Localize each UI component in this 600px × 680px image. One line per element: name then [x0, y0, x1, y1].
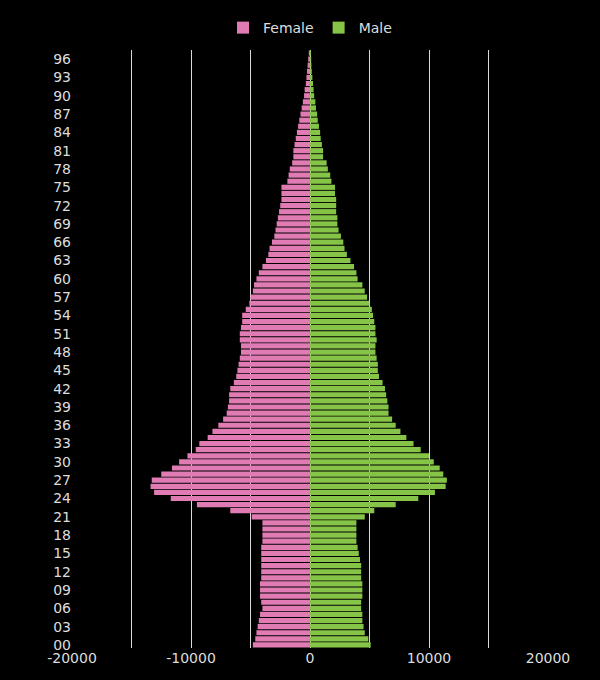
svg-text:15: 15 — [53, 545, 71, 561]
svg-text:12: 12 — [53, 564, 71, 580]
svg-text:10000: 10000 — [407, 650, 452, 666]
svg-text:78: 78 — [53, 161, 71, 177]
svg-text:24: 24 — [53, 490, 71, 506]
svg-text:51: 51 — [53, 326, 71, 342]
svg-text:81: 81 — [53, 143, 71, 159]
svg-text:03: 03 — [53, 619, 71, 635]
svg-text:75: 75 — [53, 179, 71, 195]
svg-text:45: 45 — [53, 362, 71, 378]
svg-text:69: 69 — [53, 216, 71, 232]
svg-text:39: 39 — [53, 399, 71, 415]
svg-text:-20000: -20000 — [47, 650, 97, 666]
svg-text:-10000: -10000 — [166, 650, 216, 666]
svg-text:87: 87 — [53, 106, 71, 122]
svg-text:42: 42 — [53, 381, 71, 397]
svg-text:90: 90 — [53, 88, 71, 104]
svg-text:48: 48 — [53, 344, 71, 360]
svg-text:20000: 20000 — [526, 650, 571, 666]
svg-text:36: 36 — [53, 417, 71, 433]
svg-text:27: 27 — [53, 472, 71, 488]
svg-text:30: 30 — [53, 454, 71, 470]
svg-text:0: 0 — [306, 650, 315, 666]
svg-text:54: 54 — [53, 307, 71, 323]
svg-text:Male: Male — [359, 20, 392, 36]
svg-text:57: 57 — [53, 289, 71, 305]
svg-text:96: 96 — [53, 51, 71, 67]
svg-text:60: 60 — [53, 271, 71, 287]
svg-text:84: 84 — [53, 124, 71, 140]
svg-text:09: 09 — [53, 582, 71, 598]
svg-text:93: 93 — [53, 69, 71, 85]
svg-text:06: 06 — [53, 600, 71, 616]
svg-text:33: 33 — [53, 435, 71, 451]
svg-text:21: 21 — [53, 509, 71, 525]
svg-text:72: 72 — [53, 198, 71, 214]
svg-text:00: 00 — [53, 637, 71, 653]
svg-text:66: 66 — [53, 234, 71, 250]
svg-text:Female: Female — [263, 20, 314, 36]
svg-text:18: 18 — [53, 527, 71, 543]
svg-text:63: 63 — [53, 252, 71, 268]
